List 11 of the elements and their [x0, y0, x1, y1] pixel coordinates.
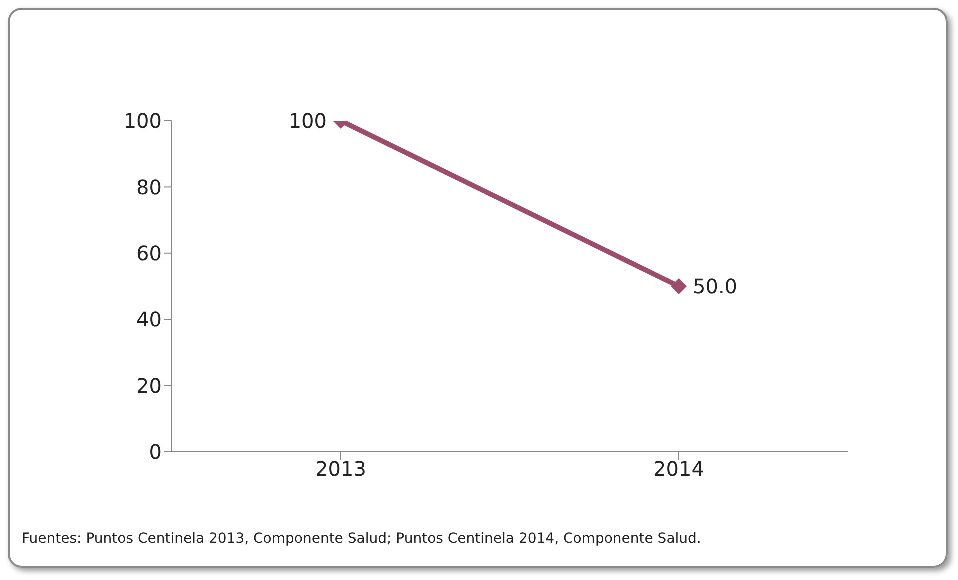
y-tick-label: 80 — [136, 175, 162, 200]
x-tick-label: 2014 — [654, 457, 704, 482]
data-label: 50.0 — [693, 274, 738, 298]
y-tick-label: 40 — [136, 308, 162, 332]
y-tick-label: 0 — [149, 440, 162, 464]
y-tick-label: 60 — [136, 242, 162, 266]
x-tick-label: 2013 — [316, 457, 366, 482]
data-label: 100 — [288, 109, 327, 133]
y-tick-label: 20 — [136, 374, 162, 398]
y-tick-label: 100 — [124, 109, 162, 134]
source-note: Fuentes: Puntos Centinela 2013, Componente Salud; Puntos Centinela 2014, Componente Salud. — [22, 530, 702, 549]
